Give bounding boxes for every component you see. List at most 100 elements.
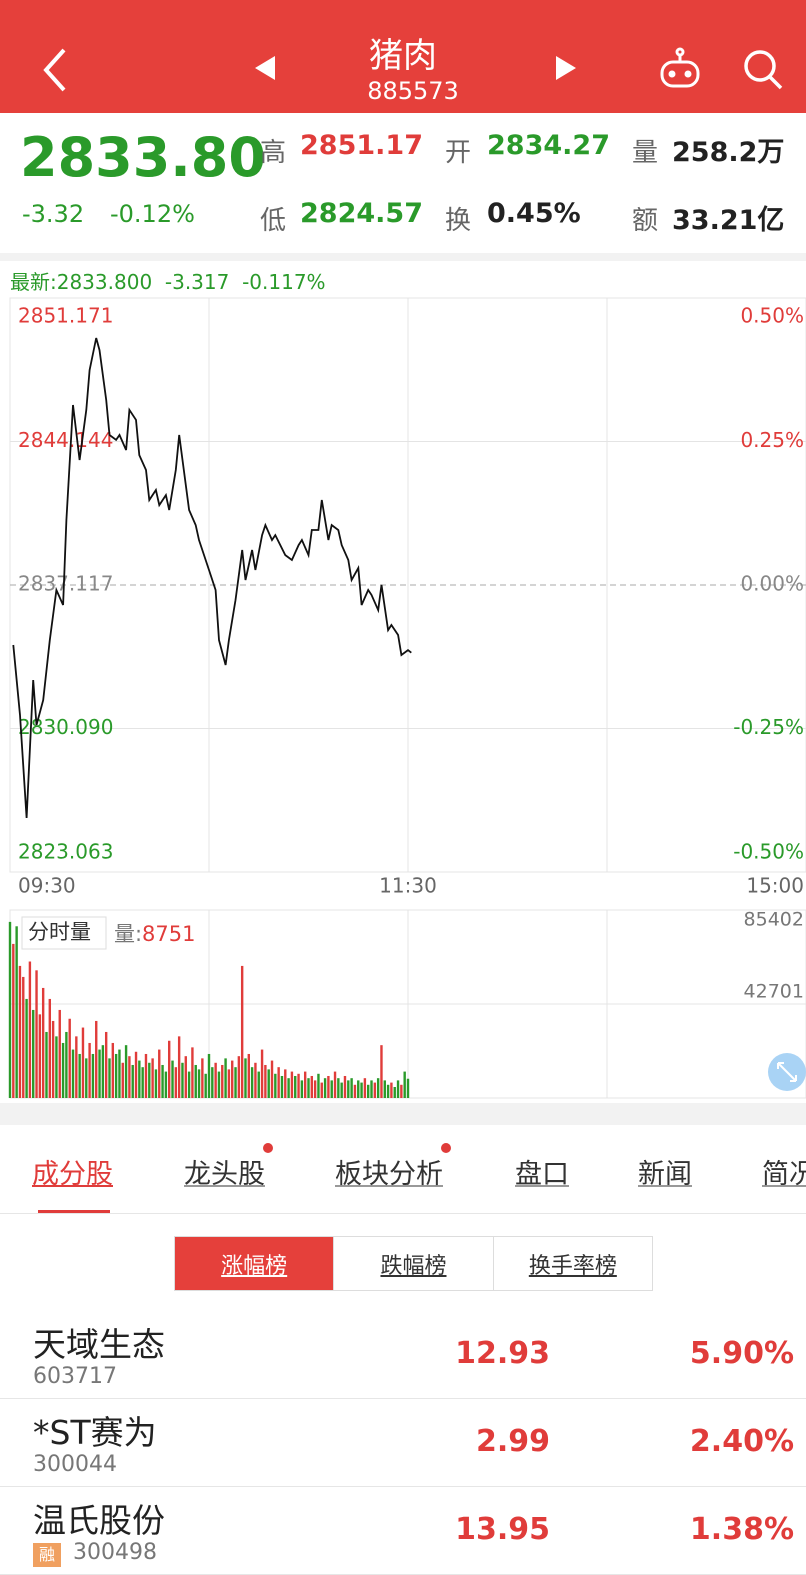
tab[interactable]: 盘口 xyxy=(515,1159,569,1190)
volume-bar xyxy=(48,998,51,1098)
volume-bar xyxy=(197,1069,201,1098)
volume-bar xyxy=(38,1014,42,1098)
volume-bar xyxy=(128,1056,131,1098)
y2-tick-label: 0.00% xyxy=(740,572,804,596)
volume-bar xyxy=(380,1045,383,1098)
robot-button[interactable] xyxy=(660,47,700,88)
volume-bar xyxy=(22,976,25,1098)
volume-bar xyxy=(403,1071,406,1098)
stock-price: 13.95 xyxy=(455,1512,550,1547)
search-button[interactable] xyxy=(744,50,783,90)
header-title: 猪肉 xyxy=(369,36,437,76)
volume-bar xyxy=(406,1078,410,1098)
volume-bar xyxy=(330,1080,333,1098)
tab-indicator xyxy=(38,1210,110,1214)
volume-bar xyxy=(290,1071,294,1098)
tab-divider xyxy=(0,1213,806,1214)
expand-arrows xyxy=(777,1062,797,1082)
header-code: 885573 xyxy=(367,77,459,105)
stock-row[interactable]: 天域生态 603717 12.93 5.90% xyxy=(0,1310,806,1399)
volume-bar xyxy=(144,1053,148,1098)
volume-bar xyxy=(41,987,45,1098)
volume-bar xyxy=(151,1058,154,1098)
x-tick-label: 09:30 xyxy=(18,874,76,898)
volume-bar xyxy=(181,1062,184,1098)
change-pct: -0.12% xyxy=(110,200,195,228)
expand-button[interactable] xyxy=(768,1053,806,1091)
volume-bar xyxy=(390,1082,393,1098)
ranking-option[interactable]: 跌幅榜 xyxy=(333,1237,492,1290)
volume-bar xyxy=(267,1069,270,1098)
stock-row[interactable]: 温氏股份融 300498 13.95 1.38% xyxy=(0,1486,806,1575)
volume-bar xyxy=(118,1049,121,1098)
volume-bar xyxy=(383,1080,386,1098)
volume-bar xyxy=(317,1073,320,1098)
tab[interactable]: 新闻 xyxy=(638,1159,692,1190)
tab[interactable]: 简况 xyxy=(762,1159,806,1190)
volume-bar xyxy=(45,1031,48,1098)
volume-bar xyxy=(237,1056,241,1098)
stock-price: 12.93 xyxy=(455,1336,550,1371)
volume-bar xyxy=(257,1071,260,1098)
volume-bar xyxy=(28,961,32,1098)
volume-bar xyxy=(240,965,244,1098)
tab[interactable]: 龙头股 xyxy=(184,1159,265,1190)
volume-bar xyxy=(277,1067,280,1098)
volume-bar xyxy=(363,1078,367,1098)
volume-bar xyxy=(217,1071,221,1098)
field-label: 额 xyxy=(632,206,659,236)
volume-bar xyxy=(184,1056,187,1098)
field-label: 低 xyxy=(260,206,287,236)
volume-bar xyxy=(287,1078,290,1098)
x-tick-label: 11:30 xyxy=(379,874,437,898)
prev-button[interactable] xyxy=(255,56,275,80)
y-tick-label: 42701 xyxy=(744,981,804,1003)
next-button[interactable] xyxy=(556,56,576,80)
volume-bar xyxy=(207,1053,211,1098)
stock-name: 天域生态 xyxy=(33,1325,165,1364)
volume-bar xyxy=(400,1084,403,1098)
volume-bar xyxy=(18,965,22,1098)
volume-bar xyxy=(244,1058,247,1098)
volume-bar xyxy=(353,1084,357,1098)
stock-price: 2.99 xyxy=(475,1424,550,1459)
chart-subtitle: 最新:2833.800 -3.317 -0.117% xyxy=(10,270,326,294)
field-label: 开 xyxy=(445,138,472,168)
tab[interactable]: 成分股 xyxy=(32,1159,113,1190)
stock-row[interactable]: *ST赛为 300044 2.99 2.40% xyxy=(0,1398,806,1487)
ranking-option[interactable]: 换手率榜 xyxy=(492,1237,652,1290)
volume-bar xyxy=(373,1082,377,1098)
chart-title: 分时量 xyxy=(28,920,91,944)
volume-bar xyxy=(81,1027,85,1098)
volume-bar xyxy=(124,1045,128,1098)
stock-badge: 融 xyxy=(33,1543,61,1567)
volume-bar xyxy=(204,1073,207,1098)
volume-bar xyxy=(51,1020,55,1098)
volume-bar xyxy=(164,1071,168,1098)
volume-value: 8751 xyxy=(142,922,195,946)
separator xyxy=(0,1103,806,1125)
volume-bar xyxy=(303,1071,307,1098)
volume-bar xyxy=(211,1067,214,1098)
volume-bar xyxy=(148,1062,151,1098)
header-icons xyxy=(43,47,783,92)
title-box xyxy=(21,916,107,950)
volume-bar xyxy=(35,970,38,1098)
volume-bar xyxy=(32,1009,35,1098)
volume-bar xyxy=(327,1075,330,1098)
field-label: 高 xyxy=(260,138,287,168)
volume-bar xyxy=(88,1042,91,1098)
ranking-option[interactable]: 涨幅榜 xyxy=(175,1237,334,1290)
back-button[interactable] xyxy=(43,48,66,92)
volume-bar xyxy=(297,1073,300,1098)
stock-code: 603717 xyxy=(33,1364,117,1389)
volume-bar xyxy=(25,998,28,1098)
separator xyxy=(0,253,806,261)
tab[interactable]: 板块分析 xyxy=(335,1159,443,1190)
volume-bar xyxy=(134,1051,138,1098)
volume-bar xyxy=(247,1053,250,1098)
volume-bar xyxy=(91,1053,95,1098)
ranking-switch: 涨幅榜 跌幅榜 换手率榜 xyxy=(174,1236,653,1291)
volume-bar xyxy=(141,1067,144,1098)
y2-tick-label: 0.50% xyxy=(740,304,804,328)
